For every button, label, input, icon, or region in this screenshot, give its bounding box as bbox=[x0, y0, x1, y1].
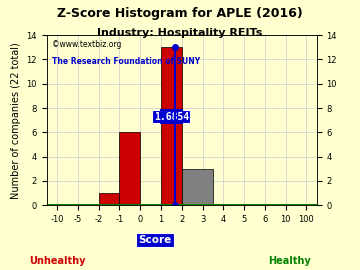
Bar bbox=[99, 193, 120, 205]
Text: ©www.textbiz.org: ©www.textbiz.org bbox=[52, 40, 122, 49]
Bar bbox=[120, 132, 140, 205]
Text: Industry: Hospitality REITs: Industry: Hospitality REITs bbox=[97, 28, 263, 38]
Text: Unhealthy: Unhealthy bbox=[30, 256, 86, 266]
Text: 1.6854: 1.6854 bbox=[154, 112, 189, 122]
Y-axis label: Number of companies (22 total): Number of companies (22 total) bbox=[11, 42, 21, 198]
Text: The Research Foundation of SUNY: The Research Foundation of SUNY bbox=[52, 57, 200, 66]
Bar bbox=[161, 47, 182, 205]
Text: Healthy: Healthy bbox=[269, 256, 311, 266]
Bar bbox=[182, 169, 213, 205]
Text: Z-Score Histogram for APLE (2016): Z-Score Histogram for APLE (2016) bbox=[57, 7, 303, 20]
Text: Score: Score bbox=[138, 235, 171, 245]
